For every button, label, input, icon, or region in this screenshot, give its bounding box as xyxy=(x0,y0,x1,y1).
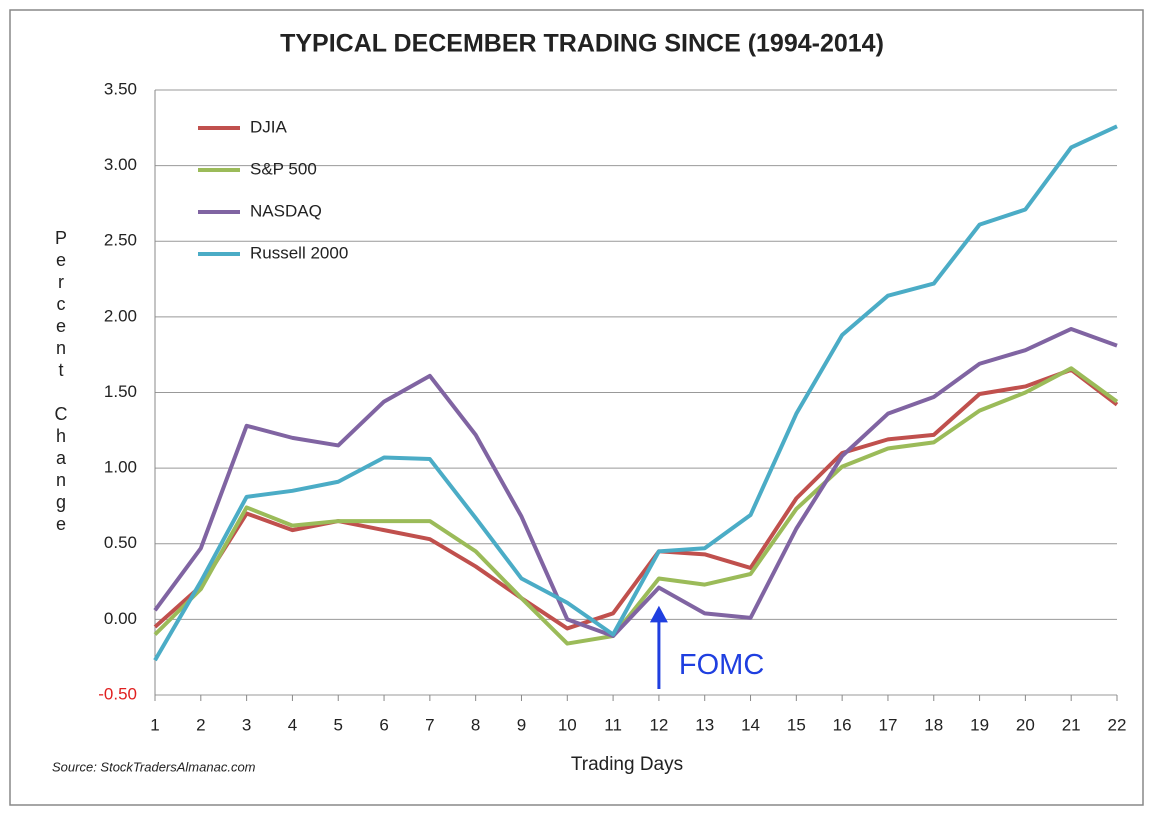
x-tick-label: 20 xyxy=(1016,715,1035,734)
x-tick-label: 17 xyxy=(878,715,897,734)
frame xyxy=(9,9,1144,806)
legend-label: Russell 2000 xyxy=(250,243,348,262)
x-tick-label: 3 xyxy=(242,715,251,734)
y-tick-label: 2.50 xyxy=(104,231,137,250)
y-tick-label: 0.50 xyxy=(104,533,137,552)
source: Source: StockTradersAlmanac.com xyxy=(52,759,256,774)
x-tick-label: 12 xyxy=(649,715,668,734)
x-tick-label: 18 xyxy=(924,715,943,734)
x-tick-label: 8 xyxy=(471,715,480,734)
y-tick-label: 1.00 xyxy=(104,458,137,477)
x-tick-label: 10 xyxy=(558,715,577,734)
x-tick-label: 16 xyxy=(833,715,852,734)
x-tick-label: 6 xyxy=(379,715,388,734)
x-tick-label: 7 xyxy=(425,715,434,734)
series-line xyxy=(153,367,1119,631)
annotation-arrowhead xyxy=(649,605,668,623)
x-tick-label: 21 xyxy=(1062,715,1081,734)
x-tick-label: 11 xyxy=(604,715,622,734)
y-tick-label: 1.50 xyxy=(104,382,137,401)
legend-label: DJIA xyxy=(250,117,288,136)
x-tick-label: 5 xyxy=(334,715,343,734)
x-tick-label: 1 xyxy=(150,715,159,734)
legend-label: S&P 500 xyxy=(250,159,317,178)
y-tick-label: 0.00 xyxy=(104,609,137,628)
x-tick-label: 9 xyxy=(517,715,526,734)
x-tick-label: 13 xyxy=(695,715,714,734)
x-tick-label: 22 xyxy=(1108,715,1127,734)
x-tick-label: 19 xyxy=(970,715,989,734)
y-axis-label: Percent Change xyxy=(51,228,71,536)
y-tick-label: 3.00 xyxy=(104,155,137,174)
legend-label: NASDAQ xyxy=(250,201,322,220)
y-tick-label: 3.50 xyxy=(104,79,137,98)
y-tick-label: 2.00 xyxy=(104,306,137,325)
series-line xyxy=(153,366,1119,646)
series-line xyxy=(153,326,1118,639)
chart-title: TYPICAL DECEMBER TRADING SINCE (1994-201… xyxy=(280,30,884,58)
series-line xyxy=(153,124,1118,662)
x-tick-label: 2 xyxy=(196,715,205,734)
x-tick-label: 14 xyxy=(741,715,760,734)
x-tick-label: 15 xyxy=(787,715,806,734)
y-tick-label: -0.50 xyxy=(98,684,137,703)
x-tick-label: 4 xyxy=(288,715,297,734)
annotation-label: FOMC xyxy=(679,649,764,681)
x-axis-label: Trading Days xyxy=(571,754,683,775)
